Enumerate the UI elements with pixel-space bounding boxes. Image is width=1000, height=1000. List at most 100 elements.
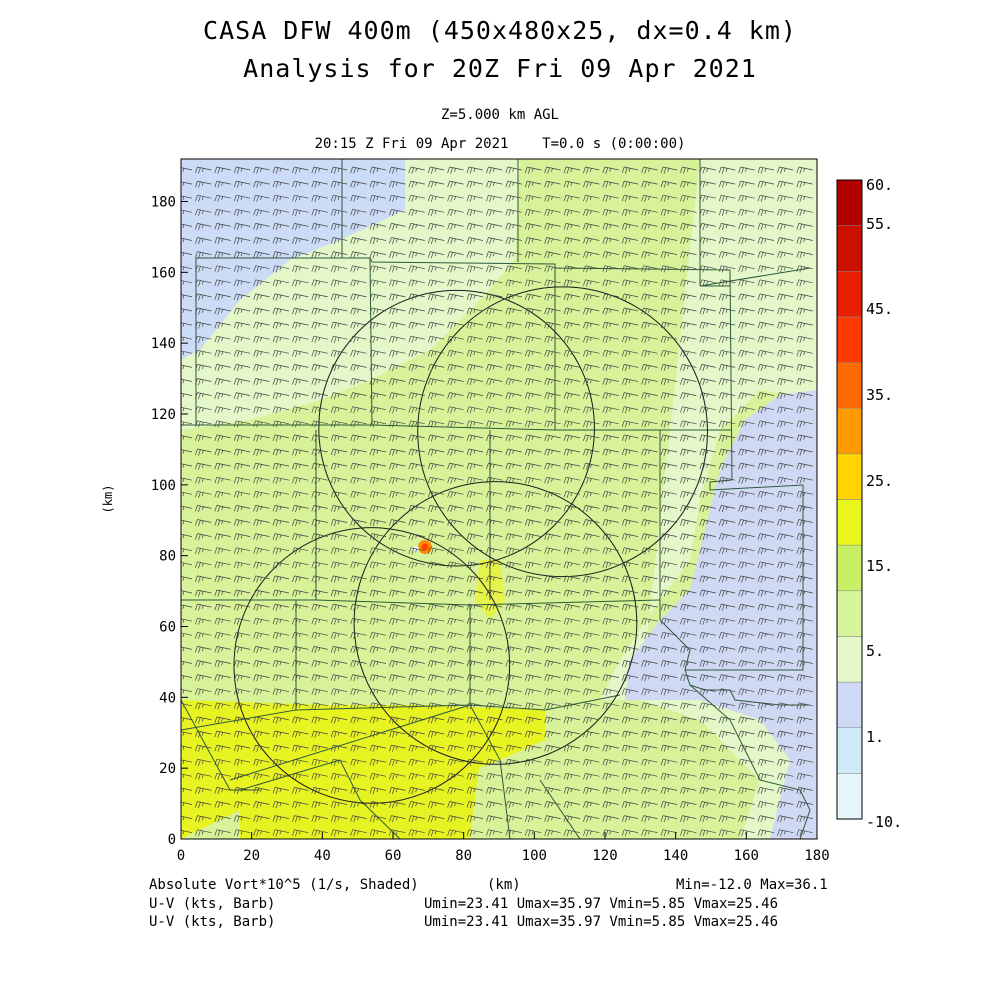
wind-barb — [796, 646, 813, 654]
wind-barb — [680, 730, 697, 738]
wind-barb — [181, 167, 193, 172]
wind-barb — [796, 208, 813, 217]
wind-barb — [757, 631, 775, 640]
wind-barb — [583, 801, 600, 809]
wind-barb — [699, 575, 716, 583]
wind-barb — [602, 758, 619, 766]
wind-barb — [796, 194, 813, 202]
wind-barb — [641, 293, 658, 301]
wind-barb — [699, 702, 716, 710]
wind-barb — [563, 293, 581, 301]
wind-barb — [330, 772, 348, 781]
wind-barb — [253, 702, 270, 710]
wind-barb — [524, 321, 542, 329]
wind-barb — [466, 392, 484, 400]
wind-barb — [777, 646, 794, 654]
wind-barb — [195, 448, 212, 456]
wind-barb — [796, 730, 813, 738]
wind-barb — [233, 265, 251, 273]
wind-barb — [524, 490, 542, 499]
wind-barb — [738, 815, 755, 823]
wind-barb — [181, 632, 193, 638]
wind-barb — [505, 448, 522, 456]
wind-barb — [505, 307, 522, 315]
wind-barb — [699, 476, 716, 484]
wind-barb — [563, 505, 581, 513]
wind-barb — [524, 349, 542, 358]
wind-barb — [602, 392, 619, 400]
wind-barb — [272, 434, 290, 442]
wind-barb — [621, 744, 639, 752]
wind-barb — [796, 448, 813, 456]
wind-barb — [583, 533, 600, 541]
wind-barb — [563, 378, 581, 386]
wind-barb — [757, 575, 775, 583]
colorbar-swatch — [836, 407, 863, 455]
wind-barb — [427, 265, 445, 273]
wind-barb — [486, 575, 503, 583]
y-tick-label: 120 — [151, 407, 176, 423]
wind-barb — [777, 490, 794, 499]
wind-barb — [524, 561, 542, 569]
wind-barb — [621, 631, 639, 640]
wind-barb — [408, 180, 425, 188]
wind-barb — [777, 758, 794, 766]
wind-barb — [583, 321, 600, 329]
wind-barb — [583, 293, 600, 301]
wind-barb — [621, 702, 639, 710]
wind-barb — [544, 166, 561, 174]
wind-barb — [699, 364, 716, 372]
wind-barb — [181, 449, 193, 454]
wind-barb — [777, 335, 794, 343]
wind-barb — [369, 631, 387, 640]
wind-barb — [389, 801, 406, 809]
wind-barb — [602, 166, 619, 174]
wind-barb — [563, 420, 581, 428]
wind-barb — [233, 434, 251, 442]
wind-barb — [350, 702, 367, 710]
wind-barb — [777, 420, 794, 428]
colorbar-label: 55. — [866, 215, 893, 233]
wind-barb — [621, 321, 639, 329]
wind-barb — [466, 335, 484, 343]
wind-barb — [544, 801, 561, 809]
wind-barb — [699, 279, 716, 287]
wind-barb — [427, 166, 445, 174]
wind-barb — [486, 829, 503, 837]
wind-barb — [195, 166, 212, 174]
wind-barb — [505, 378, 522, 386]
wind-barb — [408, 716, 425, 724]
wind-barb — [796, 829, 813, 837]
wind-barb — [738, 392, 755, 400]
wind-barb — [292, 166, 309, 174]
wind-barb — [408, 688, 425, 696]
wind-barb — [544, 265, 561, 273]
wind-barb — [408, 815, 425, 823]
wind-barb — [777, 660, 794, 668]
wind-barb — [660, 307, 678, 315]
wind-barb — [253, 505, 270, 513]
wind-barb — [350, 462, 367, 470]
wind-barb — [524, 265, 542, 273]
wind-barb — [738, 617, 755, 625]
wind-barb — [369, 815, 387, 823]
wind-barb — [621, 490, 639, 499]
wind-barb — [563, 801, 581, 809]
wind-barb — [389, 660, 406, 668]
wind-barb — [738, 434, 755, 442]
wind-barb — [330, 180, 348, 188]
wind-barb — [757, 815, 775, 823]
wind-barb — [253, 730, 270, 738]
wind-barb — [777, 448, 794, 456]
wind-barb — [214, 533, 231, 541]
wind-barb — [369, 462, 387, 470]
wind-barb — [544, 716, 561, 724]
wind-barb — [602, 434, 619, 442]
wind-barb — [311, 617, 328, 625]
wind-barb — [757, 829, 775, 837]
wind-barb — [389, 519, 406, 527]
wind-barb — [718, 617, 736, 625]
colorbar-swatch — [836, 590, 863, 637]
wind-barb — [181, 829, 193, 835]
wind-barb — [621, 237, 639, 245]
